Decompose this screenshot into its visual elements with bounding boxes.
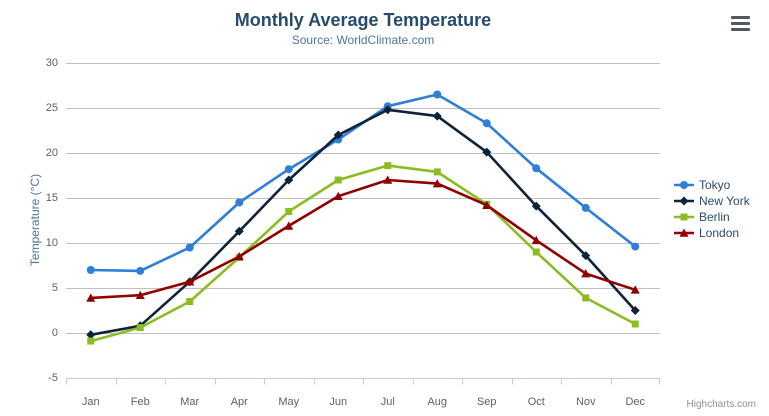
legend-circle-icon [674,181,694,189]
y-axis-title: Temperature (°C) [28,173,42,267]
legend-triangle-icon [674,228,694,237]
x-axis-label: Nov [575,396,596,408]
hamburger-icon [731,21,750,25]
x-axis-label: May [278,396,300,408]
chart-subtitle: Source: WorldClimate.com [291,33,435,47]
y-axis-label: 5 [51,282,58,294]
y-axis-label: 25 [45,102,58,114]
legend-item-label: Tokyo [699,178,731,192]
x-axis-label: Sep [476,396,497,408]
y-axis-label: 15 [45,192,58,204]
hamburger-icon [731,15,750,19]
x-axis-label: Dec [625,396,646,408]
legend-square-icon [674,213,694,221]
x-axis-label: Oct [527,396,545,408]
hamburger-icon [731,27,750,31]
legend-item-label: Berlin [699,210,730,224]
legend-item-tokyo[interactable]: Tokyo [674,177,750,193]
y-axis-label: 10 [45,237,58,249]
x-axis-label: Jun [329,396,348,408]
x-axis-label: Jul [380,396,395,408]
legend-item-label: London [699,226,740,240]
legend-item-new-york[interactable]: New York [674,193,750,209]
y-axis-label: -5 [48,372,58,384]
y-axis-label: 0 [51,327,58,339]
legend-diamond-icon [674,196,694,206]
context-menu-button[interactable] [731,13,755,33]
legend-item-berlin[interactable]: Berlin [674,209,750,225]
plot-area [66,63,660,385]
y-axis-label: 20 [45,147,58,159]
highcharts-credit[interactable]: Highcharts.com [686,399,756,410]
legend-item-london[interactable]: London [674,225,750,241]
legend-item-label: New York [699,194,750,208]
x-axis-label: Feb [130,396,150,408]
y-axis-label: 30 [45,57,58,69]
x-axis-label: Apr [230,396,248,408]
x-axis-label: Mar [180,396,200,408]
legend: Tokyo New York Berlin London [674,177,750,241]
chart-title: Monthly Average Temperature [234,10,492,30]
x-axis-label: Aug [427,396,448,408]
x-axis-label: Jan [81,396,100,408]
